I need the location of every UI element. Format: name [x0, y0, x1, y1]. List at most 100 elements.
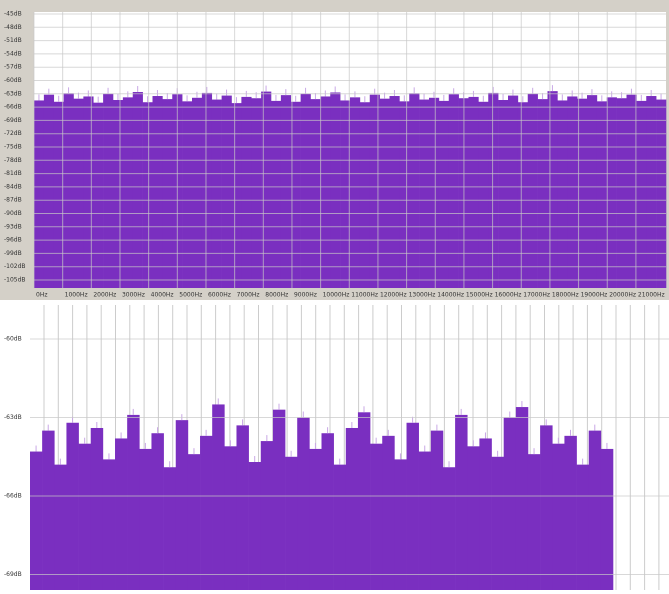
bar — [222, 96, 232, 288]
bar — [79, 444, 91, 590]
x-tick-label: 9000Hz — [294, 292, 317, 299]
y-tick-label: -90dB — [4, 210, 22, 217]
x-tick-label: 7000Hz — [237, 292, 260, 299]
bar — [528, 94, 538, 288]
bar — [162, 99, 172, 288]
y-tick-label: -84dB — [4, 183, 22, 190]
bar — [597, 101, 607, 288]
x-tick-label: 6000Hz — [208, 292, 231, 299]
y-tick-label: -75dB — [4, 144, 22, 151]
y-tick-label: -63dB — [4, 414, 22, 421]
bar — [249, 462, 261, 590]
bar — [443, 467, 455, 590]
bar — [30, 452, 42, 590]
bar — [151, 433, 163, 590]
y-tick-label: -93dB — [4, 223, 22, 230]
x-tick-label: 21000Hz — [638, 292, 665, 299]
bar — [182, 101, 192, 288]
x-tick-label: 19000Hz — [581, 292, 608, 299]
y-tick-label: -51dB — [4, 37, 22, 44]
bar — [42, 431, 54, 590]
bar — [577, 465, 589, 590]
y-tick-label: -57dB — [4, 64, 22, 71]
bar — [467, 446, 479, 590]
bar — [646, 96, 656, 288]
bar — [607, 97, 617, 288]
bar — [449, 94, 459, 288]
bar — [91, 428, 103, 590]
bar — [492, 457, 504, 590]
x-tick-label: 5000Hz — [179, 292, 202, 299]
bar — [176, 420, 188, 590]
bar — [200, 436, 212, 590]
bar — [322, 433, 334, 590]
bar — [309, 449, 321, 590]
bar — [564, 436, 576, 590]
bar — [340, 100, 350, 288]
bar — [113, 100, 123, 288]
bar — [103, 94, 113, 288]
bar — [419, 100, 429, 288]
bar — [330, 92, 340, 288]
bar — [455, 415, 467, 590]
bar — [360, 102, 370, 288]
bar — [382, 436, 394, 590]
y-tick-label: -60dB — [4, 336, 22, 343]
x-tick-label: 17000Hz — [523, 292, 550, 299]
x-tick-label: 14000Hz — [437, 292, 464, 299]
bar — [479, 438, 491, 590]
bar — [261, 441, 273, 590]
y-tick-label: -87dB — [4, 197, 22, 204]
bar — [419, 452, 431, 590]
bar — [74, 99, 84, 288]
bar — [261, 92, 271, 288]
bar — [66, 423, 78, 590]
bar — [508, 96, 518, 288]
y-tick-label: -63dB — [4, 90, 22, 97]
bar — [370, 444, 382, 590]
bar — [143, 102, 153, 288]
bar — [380, 99, 390, 288]
bar — [429, 98, 439, 288]
y-tick-label: -54dB — [4, 50, 22, 57]
y-tick-label: -81dB — [4, 170, 22, 177]
bar — [399, 101, 409, 288]
bar — [271, 101, 281, 288]
x-tick-label: 18000Hz — [552, 292, 579, 299]
bar — [320, 96, 330, 288]
y-tick-label: -102dB — [4, 263, 26, 270]
x-tick-label: 8000Hz — [265, 292, 288, 299]
bar — [656, 100, 666, 288]
y-tick-label: -72dB — [4, 130, 22, 137]
bar — [115, 438, 127, 590]
bar — [589, 431, 601, 590]
y-tick-label: -105dB — [4, 277, 26, 284]
bar — [627, 95, 637, 288]
bar — [285, 457, 297, 590]
bar — [504, 418, 516, 590]
bar — [516, 407, 528, 590]
y-tick-label: -45dB — [4, 11, 22, 18]
bar — [34, 100, 44, 288]
bar — [133, 92, 143, 288]
y-tick-label: -60dB — [4, 77, 22, 84]
bar — [202, 93, 212, 288]
bar — [192, 98, 202, 288]
page: -45dB-48dB-51dB-54dB-57dB-60dB-63dB-66dB… — [0, 0, 669, 590]
bar — [636, 101, 646, 288]
bar — [557, 100, 567, 288]
bar — [297, 418, 309, 590]
bar — [153, 96, 163, 288]
bar — [93, 103, 103, 288]
bar — [518, 102, 528, 288]
bar — [273, 410, 285, 590]
bar — [103, 459, 115, 590]
x-tick-label: 4000Hz — [151, 292, 174, 299]
y-tick-label: -66dB — [4, 493, 22, 500]
bar — [212, 100, 222, 288]
bar — [311, 99, 321, 288]
x-tick-label: 13000Hz — [409, 292, 436, 299]
bar — [251, 98, 261, 288]
bar — [409, 93, 419, 288]
x-tick-label: 1000Hz — [65, 292, 88, 299]
